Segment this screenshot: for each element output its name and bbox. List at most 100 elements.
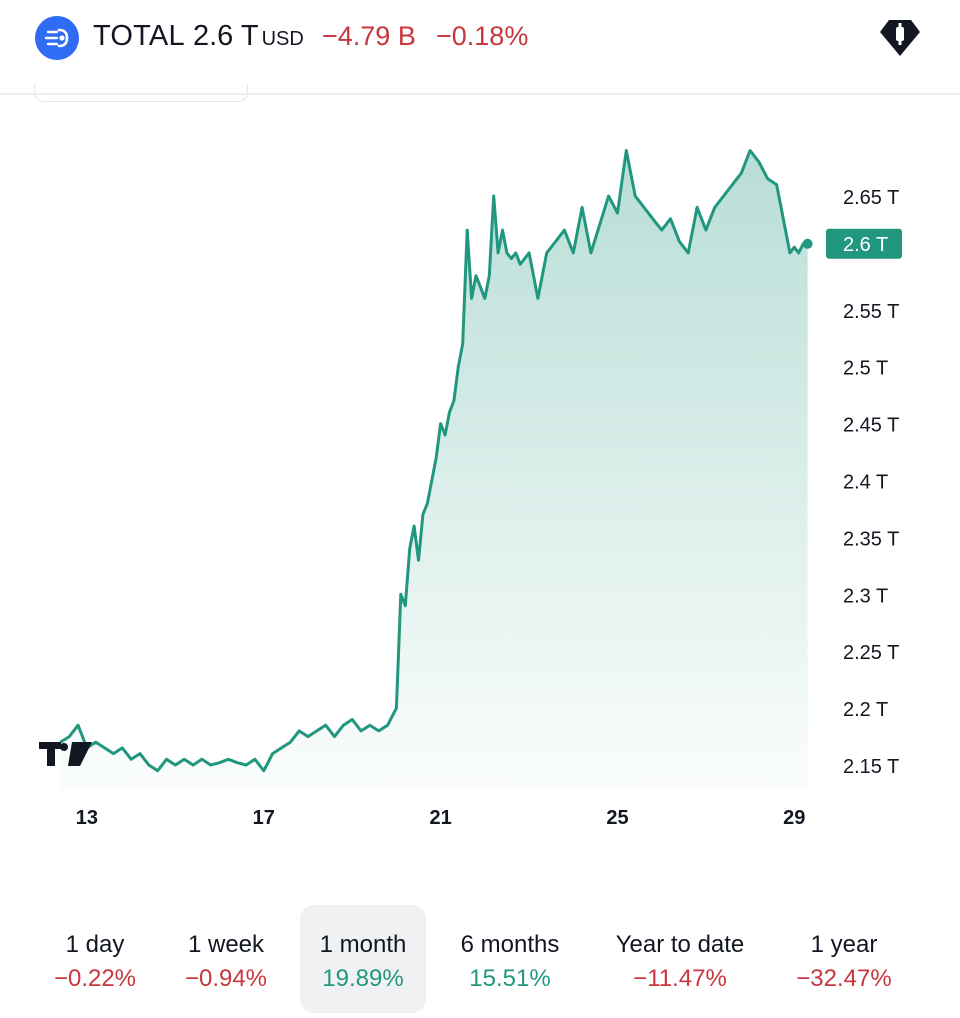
data-point: [77, 724, 79, 726]
data-point: [103, 747, 106, 749]
data-point: [298, 730, 301, 732]
data-point: [519, 263, 521, 266]
data-point: [218, 761, 221, 764]
y-tick-label: 2.15 T: [843, 756, 899, 778]
data-point: [510, 257, 513, 260]
range-change: −0.94%: [184, 965, 268, 992]
data-point: [554, 240, 557, 243]
x-tick-label: 29: [783, 807, 805, 829]
data-point: [488, 274, 491, 277]
data-point: [263, 769, 265, 772]
range-year-to-date[interactable]: Year to date −11.47%: [598, 905, 762, 1013]
data-point: [316, 730, 318, 732]
tradingview-watermark[interactable]: [39, 742, 92, 766]
data-point: [209, 764, 212, 766]
data-point: [426, 502, 429, 505]
data-point: [492, 195, 495, 197]
range-1-week[interactable]: 1 week −0.94%: [166, 905, 286, 1013]
data-point: [139, 752, 141, 755]
y-tick-label: 2.35 T: [843, 528, 899, 550]
coin-stack-icon[interactable]: [35, 16, 79, 60]
data-point: [408, 548, 411, 550]
data-point: [417, 559, 420, 561]
last-price-badge: [826, 228, 902, 259]
range-label: Year to date: [615, 931, 745, 958]
data-point: [789, 252, 791, 254]
data-point: [351, 718, 354, 721]
data-point: [607, 195, 610, 197]
data-point: [669, 218, 672, 220]
data-point: [227, 758, 230, 761]
price-series-line: [59, 149, 808, 773]
range-1-month[interactable]: 1 month 19.89%: [300, 905, 426, 1013]
data-point: [289, 741, 292, 743]
range-change: 15.51%: [469, 965, 551, 992]
data-point: [369, 724, 371, 726]
data-point: [156, 769, 159, 772]
range-1-year[interactable]: 1 year −32.47%: [782, 905, 906, 1013]
symbol-header: TOTAL 2.6 T USD −4.79 B −0.18%: [0, 0, 960, 92]
data-point: [797, 252, 800, 254]
data-point: [775, 183, 778, 186]
data-point: [767, 178, 769, 180]
data-point: [696, 206, 698, 209]
range-1-day[interactable]: 1 day −0.22%: [35, 905, 155, 1013]
last-price-dot: [802, 238, 813, 249]
range-6-months[interactable]: 6 months 15.51%: [440, 905, 580, 1013]
data-point: [470, 297, 473, 300]
data-point: [236, 761, 239, 764]
range-change: −11.47%: [633, 965, 727, 992]
data-point: [192, 764, 194, 766]
price-unit: USD: [261, 28, 304, 50]
range-label: 1 day: [65, 931, 125, 958]
data-point: [713, 206, 716, 209]
data-point: [174, 764, 177, 766]
y-tick-label: 2.5 T: [843, 358, 888, 380]
data-point: [112, 752, 115, 755]
data-point: [386, 724, 389, 726]
data-point: [400, 593, 402, 596]
x-tick-label: 17: [253, 807, 275, 829]
data-point: [506, 252, 508, 254]
data-point: [148, 764, 150, 766]
data-point: [616, 212, 619, 214]
data-point: [784, 229, 787, 231]
data-point: [130, 758, 132, 761]
data-point: [431, 479, 433, 482]
data-point: [342, 724, 345, 726]
data-point: [183, 758, 185, 761]
data-point: [466, 229, 469, 231]
data-point: [453, 400, 455, 402]
current-price: 2.6 T USD: [193, 20, 304, 53]
data-point: [563, 229, 566, 231]
data-point: [581, 206, 583, 209]
price-chart[interactable]: 2.65 T 2.55 T 2.5 T 2.45 T 2.4 T 2.35 T 2.3 T 2…: [0, 95, 960, 840]
y-tick-label: 2.65 T: [843, 187, 899, 209]
data-point: [678, 240, 681, 243]
data-point: [590, 252, 592, 254]
price-alert-icon[interactable]: [876, 16, 924, 60]
data-point: [634, 195, 636, 197]
symbol-name: TOTAL: [93, 20, 185, 52]
data-point: [448, 411, 451, 414]
data-point: [435, 456, 438, 459]
range-change: −32.47%: [796, 965, 892, 992]
range-label: 6 months: [460, 931, 560, 958]
price-value: 2.6 T: [193, 20, 259, 52]
data-point: [599, 223, 601, 226]
change-absolute: −4.79 B: [322, 21, 416, 51]
data-point: [749, 149, 751, 152]
data-point: [95, 741, 97, 743]
data-point: [271, 752, 274, 755]
data-point: [758, 161, 760, 163]
data-point: [68, 735, 71, 738]
y-tick-label: 2.45 T: [843, 415, 899, 437]
range-label: 1 week: [187, 931, 265, 958]
data-point: [457, 365, 460, 368]
data-point: [687, 252, 689, 254]
data-point: [572, 252, 575, 254]
data-point: [475, 274, 477, 277]
data-point: [254, 758, 256, 761]
data-point: [545, 252, 548, 254]
data-point: [484, 297, 486, 300]
